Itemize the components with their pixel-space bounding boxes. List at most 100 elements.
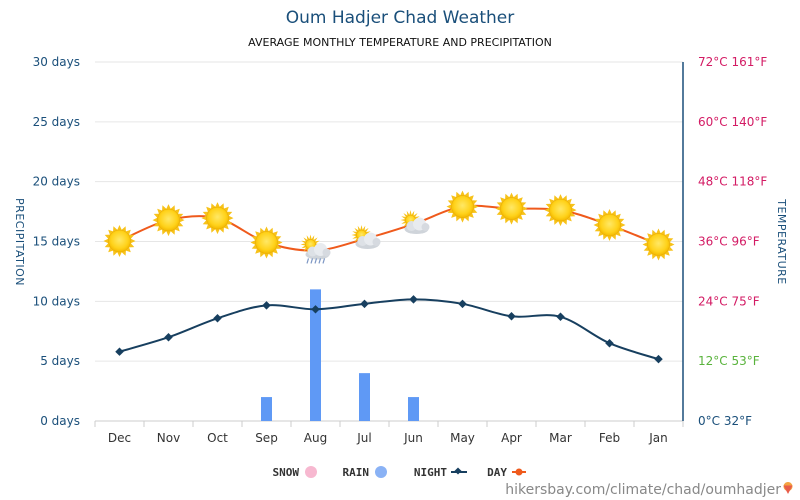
night-point xyxy=(458,299,467,309)
legend-item-day[interactable]: DAY xyxy=(487,466,526,479)
day-legend-marker xyxy=(515,468,523,476)
x-tick-label: Jan xyxy=(648,431,668,445)
night-point xyxy=(654,354,663,364)
right-axis-title: TEMPERATURE xyxy=(775,198,788,284)
legend-rain-label: RAIN xyxy=(343,466,370,479)
sun-icon xyxy=(593,209,626,241)
left-tick-label: 15 days xyxy=(33,235,80,249)
x-axis-ticks: Jan Feb Mar Apr May Jun Jul Aug Sep Oct Nov Dec xyxy=(108,431,668,445)
sun-cloud-rain-icon xyxy=(300,234,331,264)
sun-disc xyxy=(255,231,278,254)
weather-icons xyxy=(103,190,675,264)
rain-bar xyxy=(359,373,370,421)
night-series xyxy=(115,295,663,364)
cloud-puff xyxy=(372,238,381,247)
night-point xyxy=(115,347,124,356)
left-axis-ticks: 0 days 5 days 10 days 15 days 20 days 25 days… xyxy=(33,55,80,428)
source-link[interactable]: hikersbay.com/climate/chad/oumhadjer xyxy=(505,482,793,498)
cloud-puff xyxy=(421,223,430,232)
right-tick-label: 24°C 75°F xyxy=(698,294,760,308)
snow-legend-marker xyxy=(305,466,317,478)
legend-item-rain[interactable]: RAIN xyxy=(343,466,388,479)
night-point xyxy=(262,301,271,310)
sun-disc xyxy=(451,195,474,218)
sun-disc xyxy=(549,198,572,222)
sun-cloud-icon xyxy=(400,210,430,235)
night-line xyxy=(119,298,659,361)
right-axis-ticks: 0°C 32°F 12°C 53°F 24°C 75°F 36°C 96°F 48°C … xyxy=(698,55,767,428)
sun-icon xyxy=(201,202,234,235)
right-tick-label: 12°C 53°F xyxy=(698,354,760,368)
rain-drop xyxy=(322,258,326,264)
x-tick-label: Apr xyxy=(501,431,522,445)
night-point xyxy=(311,305,320,314)
rain-drop xyxy=(310,258,314,264)
right-tick-label: 36°C 96°F xyxy=(698,235,760,249)
sun-icon xyxy=(495,192,528,225)
x-tick-label: Oct xyxy=(207,431,228,445)
x-tick-label: Mar xyxy=(549,431,572,445)
cloud-puff xyxy=(322,248,331,257)
legend-item-night[interactable]: NIGHT xyxy=(414,466,467,479)
left-tick-label: 25 days xyxy=(33,115,80,129)
x-tick-label: Dec xyxy=(108,431,131,445)
location-pin-tip xyxy=(783,485,793,494)
rain-drop xyxy=(314,258,318,264)
sun-disc xyxy=(647,233,670,256)
left-tick-label: 20 days xyxy=(33,175,80,189)
right-tick-label: 72°C 161°F xyxy=(698,55,767,69)
chart-title: Oum Hadjer Chad Weather xyxy=(286,8,515,28)
x-tick-label: Sep xyxy=(255,431,278,445)
left-tick-label: 30 days xyxy=(33,55,80,69)
rain-legend-marker xyxy=(375,466,387,478)
rain-drop xyxy=(306,258,310,264)
night-point xyxy=(605,338,614,348)
night-point xyxy=(164,332,173,342)
night-point xyxy=(409,295,418,304)
sun-icon xyxy=(103,225,136,257)
x-tick-label: Feb xyxy=(599,431,620,445)
rain-bar xyxy=(408,397,419,421)
legend: DAY NIGHT RAIN SNOW xyxy=(273,466,526,479)
sun-disc xyxy=(157,208,180,232)
night-legend-marker xyxy=(454,467,462,475)
grid-lines xyxy=(94,61,684,427)
day-series xyxy=(119,204,659,252)
sun-disc xyxy=(108,229,131,253)
left-tick-label: 5 days xyxy=(40,354,80,368)
sun-disc xyxy=(206,206,229,230)
x-tick-label: Jul xyxy=(356,431,371,445)
left-tick-label: 10 days xyxy=(33,294,80,308)
right-tick-label: 60°C 140°F xyxy=(698,115,767,129)
sun-icon xyxy=(152,204,185,237)
night-point xyxy=(213,314,222,323)
sun-icon xyxy=(642,228,675,261)
rain-drop xyxy=(318,258,322,264)
legend-snow-label: SNOW xyxy=(273,466,300,479)
night-point xyxy=(507,312,516,321)
legend-day-label: DAY xyxy=(487,466,507,479)
day-line xyxy=(119,204,659,252)
right-tick-label: 0°C 32°F xyxy=(698,414,752,428)
sun-icon xyxy=(446,190,479,223)
legend-item-snow[interactable]: SNOW xyxy=(273,466,318,479)
night-point xyxy=(360,299,369,309)
source-url: hikersbay.com/climate/chad/oumhadjer xyxy=(505,482,781,498)
legend-night-label: NIGHT xyxy=(414,466,447,479)
left-tick-label: 0 days xyxy=(40,414,80,428)
right-tick-label: 48°C 118°F xyxy=(698,175,767,189)
rain-bar xyxy=(310,289,321,421)
sun-icon xyxy=(544,194,577,227)
sun-icon xyxy=(250,226,283,259)
x-tick-label: May xyxy=(450,431,475,445)
rain-bar xyxy=(261,397,272,421)
sun-disc xyxy=(598,213,621,237)
chart-subtitle: AVERAGE MONTHLY TEMPERATURE AND PRECIPIT… xyxy=(248,36,552,49)
x-tick-label: Nov xyxy=(157,431,180,445)
x-tick-label: Aug xyxy=(304,431,327,445)
x-tick-label: Jun xyxy=(403,431,423,445)
left-axis-title: PRECIPITATION xyxy=(13,198,26,286)
night-point xyxy=(556,312,565,322)
sun-disc xyxy=(500,197,523,220)
